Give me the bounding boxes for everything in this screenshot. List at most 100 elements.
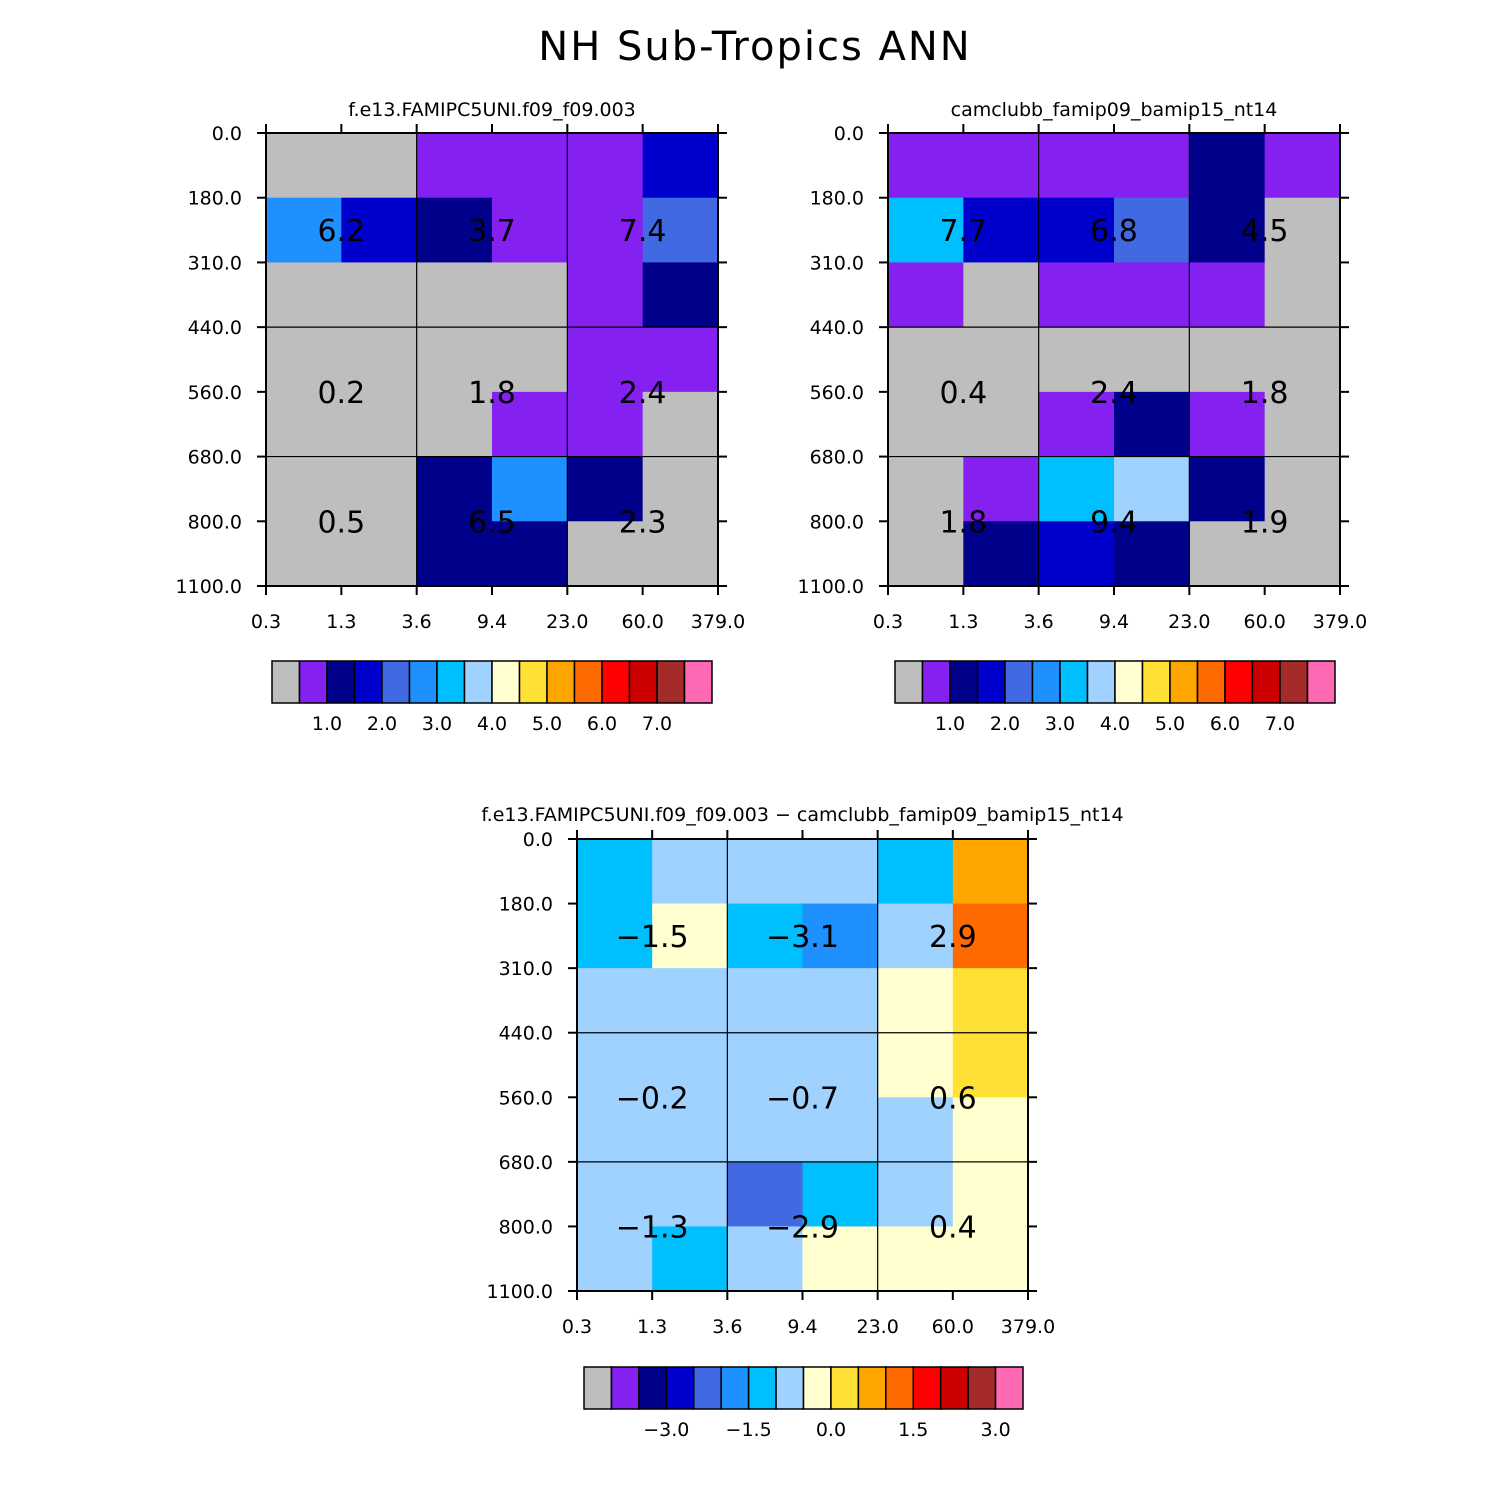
heatmap-cell — [266, 521, 342, 587]
x-tick-label: 1.3 — [637, 1316, 667, 1338]
y-tick-label: 440.0 — [499, 1023, 553, 1045]
x-tick-label: 23.0 — [1168, 611, 1210, 633]
heatmap-cell — [952, 839, 1029, 905]
x-tick-label: 0.3 — [873, 611, 903, 633]
heatmap-cell — [567, 456, 644, 522]
colorbar-label: 2.0 — [367, 713, 397, 735]
y-tick-label: 800.0 — [499, 1216, 553, 1238]
colorbar-swatch — [1169, 660, 1199, 704]
data-label: 1.8 — [939, 505, 987, 540]
y-tick-label: 800.0 — [188, 511, 242, 533]
x-tick-label: 379.0 — [1001, 1316, 1055, 1338]
data-label: 1.8 — [468, 376, 516, 411]
y-tick-label: 680.0 — [810, 447, 864, 469]
heatmap-cell — [416, 327, 493, 393]
data-label: −0.2 — [616, 1081, 689, 1116]
heatmap-cell — [492, 133, 568, 199]
colorbar-swatch — [665, 1366, 695, 1410]
heatmap-cell — [888, 133, 964, 199]
heatmap-cell — [416, 133, 493, 199]
data-label: 3.7 — [468, 214, 516, 249]
heatmap-cell — [266, 327, 342, 393]
heatmap-cell — [952, 1161, 1029, 1228]
data-label: 0.5 — [317, 505, 365, 540]
y-tick-label: 560.0 — [810, 382, 864, 404]
colorbar-swatch — [1306, 660, 1336, 704]
heatmap-cell — [341, 197, 418, 264]
y-tick-label: 310.0 — [188, 252, 242, 274]
colorbar-swatch — [693, 1366, 722, 1410]
heatmap-cell — [642, 262, 719, 328]
heatmap-cell — [727, 1097, 804, 1163]
heatmap-cell — [952, 903, 1029, 969]
colorbar-label: 3.0 — [422, 713, 452, 735]
y-tick-label: 310.0 — [499, 958, 553, 980]
colorbar-label: −1.5 — [726, 1419, 772, 1441]
heatmap-cell — [642, 456, 719, 522]
heatmap-cell — [492, 262, 568, 328]
y-tick-label: 180.0 — [810, 188, 864, 210]
heatmap-cell — [652, 1226, 728, 1292]
data-label: −2.9 — [766, 1210, 839, 1245]
heatmap-cell — [1264, 456, 1341, 522]
heatmap-cell — [802, 903, 879, 969]
x-tick-label: 1.3 — [326, 611, 356, 633]
data-label: 0.4 — [939, 376, 987, 411]
heatmap-cell — [952, 968, 1029, 1034]
colorbar-swatch — [885, 1366, 914, 1410]
x-tick-label: 9.4 — [787, 1316, 817, 1338]
figure-title: NH Sub-Tropics ANN — [538, 24, 972, 70]
x-tick-label: 0.3 — [251, 611, 281, 633]
colorbar-swatch — [976, 660, 1006, 704]
colorbar-label: 6.0 — [587, 713, 617, 735]
colorbar-swatch — [491, 660, 521, 704]
heatmap-cell — [577, 839, 653, 905]
colorbar-swatch — [1059, 660, 1089, 704]
colorbar-swatch — [1279, 660, 1309, 704]
heatmap-cell — [341, 521, 418, 587]
heatmap-cell — [963, 133, 1040, 199]
y-tick-label: 180.0 — [499, 894, 553, 916]
heatmap-cell — [567, 327, 644, 393]
heatmap-cell — [642, 327, 719, 393]
colorbar-swatch — [573, 660, 603, 704]
heatmap-cell — [1189, 197, 1266, 264]
data-label: 6.5 — [468, 505, 516, 540]
colorbar-swatch — [583, 1366, 613, 1410]
heatmap-cell — [341, 327, 418, 393]
heatmap-cell — [1264, 521, 1341, 587]
panel-1: f.e13.FAMIPC5UNI.f09_f09.003 0.3 1.3 3.6 9.4… — [176, 99, 746, 735]
colorbar-swatch — [656, 660, 686, 704]
colorbar-label: 3.0 — [980, 1419, 1010, 1441]
colorbar-swatch — [546, 660, 576, 704]
data-label: 6.2 — [317, 214, 365, 249]
x-tick-label: 379.0 — [1313, 611, 1367, 633]
colorbar-swatch — [967, 1366, 997, 1410]
y-tick-label: 0.0 — [834, 123, 864, 145]
colorbar-label: 1.0 — [312, 713, 342, 735]
colorbar-label: 7.0 — [1265, 713, 1295, 735]
heatmap-cell — [802, 839, 879, 905]
data-label: −0.7 — [766, 1081, 839, 1116]
heatmap-cell — [802, 1226, 879, 1292]
colorbar-swatch — [747, 1366, 777, 1410]
colorbar-swatch — [1196, 660, 1226, 704]
heatmap-cell — [877, 1161, 954, 1228]
heatmap-cell — [1114, 456, 1190, 522]
heatmap-cell — [888, 391, 964, 458]
heatmap-cell — [727, 903, 804, 969]
colorbar-swatch — [298, 660, 328, 704]
heatmap-cell — [341, 262, 418, 328]
colorbar-swatch — [271, 660, 301, 704]
heatmap-cell — [341, 391, 418, 458]
colorbar-swatch — [683, 660, 713, 704]
y-tick-label: 440.0 — [810, 317, 864, 339]
heatmap-cell — [727, 839, 804, 905]
heatmap-cell — [416, 197, 493, 264]
heatmap-cell — [642, 133, 719, 199]
x-tick-label: 60.0 — [932, 1316, 974, 1338]
y-tick-label: 440.0 — [188, 317, 242, 339]
y-tick-label: 560.0 — [499, 1087, 553, 1109]
colorbar-swatch — [1086, 660, 1116, 704]
heatmap-cell — [416, 262, 493, 328]
